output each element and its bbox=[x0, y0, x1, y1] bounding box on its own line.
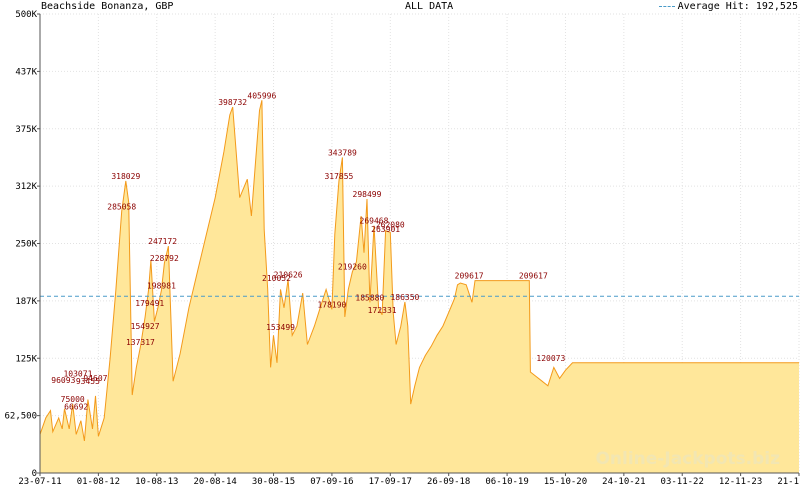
data-point-label: 75000 bbox=[61, 395, 85, 404]
chart-plot-area bbox=[39, 100, 799, 474]
x-tick-label: 24-10-21 bbox=[602, 477, 645, 487]
data-point-label: 343789 bbox=[328, 148, 357, 157]
chart-header: Beachside Bonanza, GBP ALL DATA Average … bbox=[0, 0, 800, 14]
series-line bbox=[39, 100, 799, 441]
y-tick-label: 0 bbox=[32, 469, 37, 479]
data-point-label: 209617 bbox=[455, 272, 484, 281]
data-point-label: 66692 bbox=[64, 402, 88, 411]
data-point-label: 178190 bbox=[317, 300, 346, 309]
data-point-label: 120073 bbox=[536, 354, 565, 363]
y-axis-tick-labels: 0 62,500 125K 187K 250K 312K 375K 437K 500K bbox=[4, 10, 37, 479]
y-tick-label: 312K bbox=[15, 182, 37, 192]
data-point-label: 179491 bbox=[135, 299, 164, 308]
x-tick-label: 30-08-15 bbox=[252, 477, 295, 487]
data-point-label: 318029 bbox=[111, 172, 140, 181]
y-tick-label: 125K bbox=[15, 354, 37, 364]
x-tick-label: 03-11-22 bbox=[661, 477, 704, 487]
data-point-label: 94607 bbox=[83, 374, 107, 383]
chart-legend: Average Hit: 192,525 bbox=[658, 1, 798, 12]
y-tick-label: 500K bbox=[15, 10, 37, 20]
data-point-label: 137317 bbox=[126, 338, 155, 347]
legend-average-swatch bbox=[658, 6, 675, 7]
data-point-label: 154927 bbox=[131, 322, 160, 331]
x-tick-label: 17-09-17 bbox=[369, 477, 412, 487]
x-tick-label: 07-09-16 bbox=[310, 477, 353, 487]
data-point-label: 93455 bbox=[76, 377, 100, 386]
watermark: Online-Jackpots.biz bbox=[595, 449, 780, 469]
y-tick-label: 375K bbox=[15, 125, 37, 135]
data-point-label: 96093 bbox=[51, 376, 75, 385]
x-axis-tick-labels: 23-07-11 01-08-12 10-08-13 20-08-14 30-08-15… bbox=[18, 477, 800, 487]
x-tick-label: 15-10-20 bbox=[544, 477, 587, 487]
x-tick-label: 12-11-23 bbox=[719, 477, 762, 487]
data-point-label: 398732 bbox=[218, 98, 247, 107]
chart-title: Beachside Bonanza, GBP bbox=[41, 1, 174, 12]
data-point-label: 185880 bbox=[355, 293, 384, 302]
data-point-label: 228792 bbox=[150, 254, 179, 263]
y-tick-label: 187K bbox=[15, 297, 37, 307]
y-tick-label: 437K bbox=[15, 67, 37, 77]
x-tick-label: 21-11-24 bbox=[777, 477, 800, 487]
y-tick-label: 250K bbox=[15, 240, 37, 250]
data-point-label: 263901 bbox=[371, 225, 400, 234]
x-tick-label: 01-08-12 bbox=[77, 477, 120, 487]
data-point-label: 103071 bbox=[63, 369, 92, 378]
data-point-label: 172331 bbox=[368, 306, 397, 315]
data-point-label: 285058 bbox=[107, 202, 136, 211]
x-tick-label: 20-08-14 bbox=[193, 477, 236, 487]
y-tick-label: 62,500 bbox=[4, 412, 37, 422]
chart-axes bbox=[37, 13, 800, 476]
data-point-label: 247172 bbox=[148, 237, 177, 246]
data-point-label: 317855 bbox=[324, 172, 353, 181]
legend-average-label: Average Hit: 192,525 bbox=[677, 1, 798, 12]
data-point-label: 153499 bbox=[266, 323, 295, 332]
data-point-label: 186350 bbox=[390, 293, 419, 302]
x-tick-label: 26-09-18 bbox=[427, 477, 470, 487]
data-point-label: 298499 bbox=[353, 190, 382, 199]
chart-subtitle: ALL DATA bbox=[405, 1, 454, 12]
data-point-label: 269468 bbox=[360, 217, 389, 226]
series-area bbox=[40, 100, 799, 474]
data-point-label: 209617 bbox=[519, 272, 548, 281]
data-point-label: 210626 bbox=[274, 271, 303, 280]
data-point-label: 405996 bbox=[247, 91, 276, 100]
data-point-label: 198981 bbox=[147, 281, 176, 290]
x-tick-label: 10-08-13 bbox=[135, 477, 178, 487]
x-tick-label: 23-07-11 bbox=[18, 477, 61, 487]
x-tick-label: 06-10-19 bbox=[485, 477, 528, 487]
data-point-label: 210052 bbox=[262, 274, 291, 283]
data-point-label: 219260 bbox=[338, 263, 367, 272]
data-point-label: 262080 bbox=[376, 221, 405, 230]
